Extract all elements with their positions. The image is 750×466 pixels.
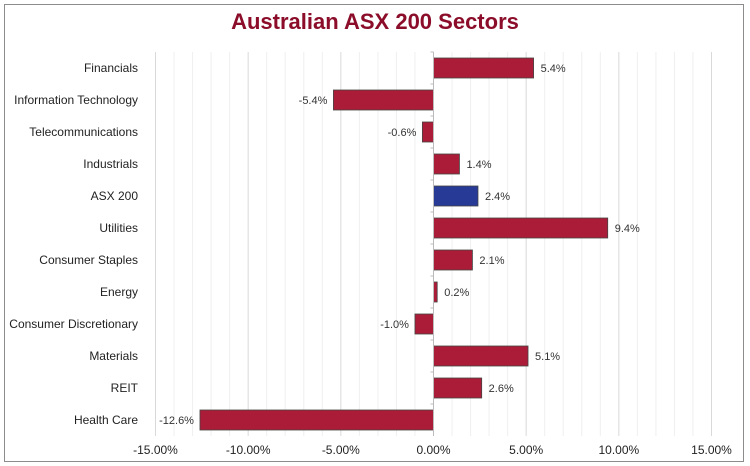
bar-reit bbox=[433, 377, 483, 399]
x-tick-label: -15.00% bbox=[133, 443, 178, 457]
category-label: Health Care bbox=[74, 413, 138, 427]
x-tick-label: 15.00% bbox=[691, 443, 732, 457]
category-label: Consumer Discretionary bbox=[9, 317, 138, 331]
x-tick-label: 5.00% bbox=[509, 443, 543, 457]
data-label: 0.2% bbox=[444, 287, 469, 299]
bar-telecommunications bbox=[421, 121, 434, 143]
category-label: Materials bbox=[89, 349, 138, 363]
category-label: ASX 200 bbox=[91, 189, 139, 203]
bar-information-technology bbox=[333, 89, 434, 111]
category-label: Consumer Staples bbox=[39, 253, 138, 267]
category-label: Utilities bbox=[99, 221, 138, 235]
category-label: REIT bbox=[111, 381, 139, 395]
bar-consumer-staples bbox=[433, 249, 473, 271]
bar-utilities bbox=[433, 217, 609, 239]
data-label: 2.1% bbox=[479, 255, 504, 267]
category-label: Energy bbox=[100, 285, 138, 299]
bar-materials bbox=[433, 345, 529, 367]
data-label: 2.6% bbox=[489, 383, 514, 395]
bar-energy bbox=[433, 281, 438, 303]
x-tick-label: -10.00% bbox=[226, 443, 271, 457]
bar-consumer-discretionary bbox=[414, 313, 434, 335]
bar-asx-200 bbox=[433, 185, 479, 207]
data-label: -0.6% bbox=[388, 127, 417, 139]
category-label: Financials bbox=[84, 61, 138, 75]
bar-financials bbox=[433, 57, 534, 79]
x-tick-label: -5.00% bbox=[322, 443, 360, 457]
category-label: Telecommunications bbox=[29, 125, 138, 139]
chart-frame bbox=[4, 4, 744, 462]
data-label: 2.4% bbox=[485, 191, 510, 203]
data-label: 1.4% bbox=[466, 159, 491, 171]
data-label: -5.4% bbox=[299, 95, 328, 107]
data-label: -12.6% bbox=[159, 415, 194, 427]
x-tick-label: 10.00% bbox=[598, 443, 639, 457]
data-label: -1.0% bbox=[380, 319, 409, 331]
category-label: Industrials bbox=[83, 157, 138, 171]
bar-health-care bbox=[199, 409, 434, 431]
bar-industrials bbox=[433, 153, 460, 175]
chart-title: Australian ASX 200 Sectors bbox=[231, 9, 519, 34]
data-label: 5.1% bbox=[535, 351, 560, 363]
data-label: 5.4% bbox=[541, 63, 566, 75]
category-label: Information Technology bbox=[14, 93, 138, 107]
data-label: 9.4% bbox=[615, 223, 640, 235]
x-tick-label: 0.00% bbox=[416, 443, 450, 457]
